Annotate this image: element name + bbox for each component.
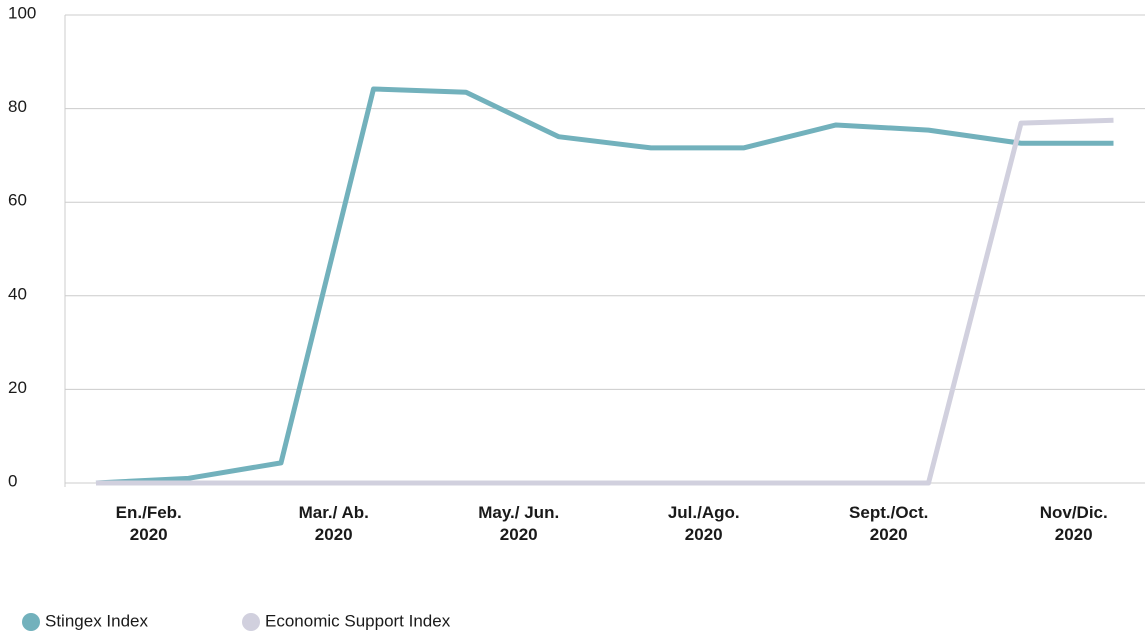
x-tick-label: May./ Jun. 2020 bbox=[478, 503, 559, 544]
line-series bbox=[95, 86, 1114, 486]
legend-label: Stingex Index bbox=[45, 611, 149, 630]
x-tick-label: En./Feb. 2020 bbox=[116, 503, 182, 544]
y-tick-label: 60 bbox=[8, 191, 27, 210]
legend-label: Economic Support Index bbox=[265, 611, 451, 630]
x-tick-label: Sept./Oct. 2020 bbox=[849, 503, 928, 544]
x-tick-label: Nov/Dic. 2020 bbox=[1040, 503, 1108, 544]
line-series bbox=[96, 117, 1114, 486]
legend-swatch bbox=[22, 613, 40, 631]
y-tick-label: 100 bbox=[8, 3, 36, 22]
x-tick-label: Jul./Ago. 2020 bbox=[668, 503, 740, 544]
legend-swatch bbox=[242, 613, 260, 631]
y-tick-label: 0 bbox=[8, 471, 17, 490]
y-tick-label: 20 bbox=[8, 378, 27, 397]
y-tick-label: 80 bbox=[8, 97, 27, 116]
y-tick-label: 40 bbox=[8, 284, 27, 303]
x-tick-label: Mar./ Ab. 2020 bbox=[299, 503, 369, 544]
